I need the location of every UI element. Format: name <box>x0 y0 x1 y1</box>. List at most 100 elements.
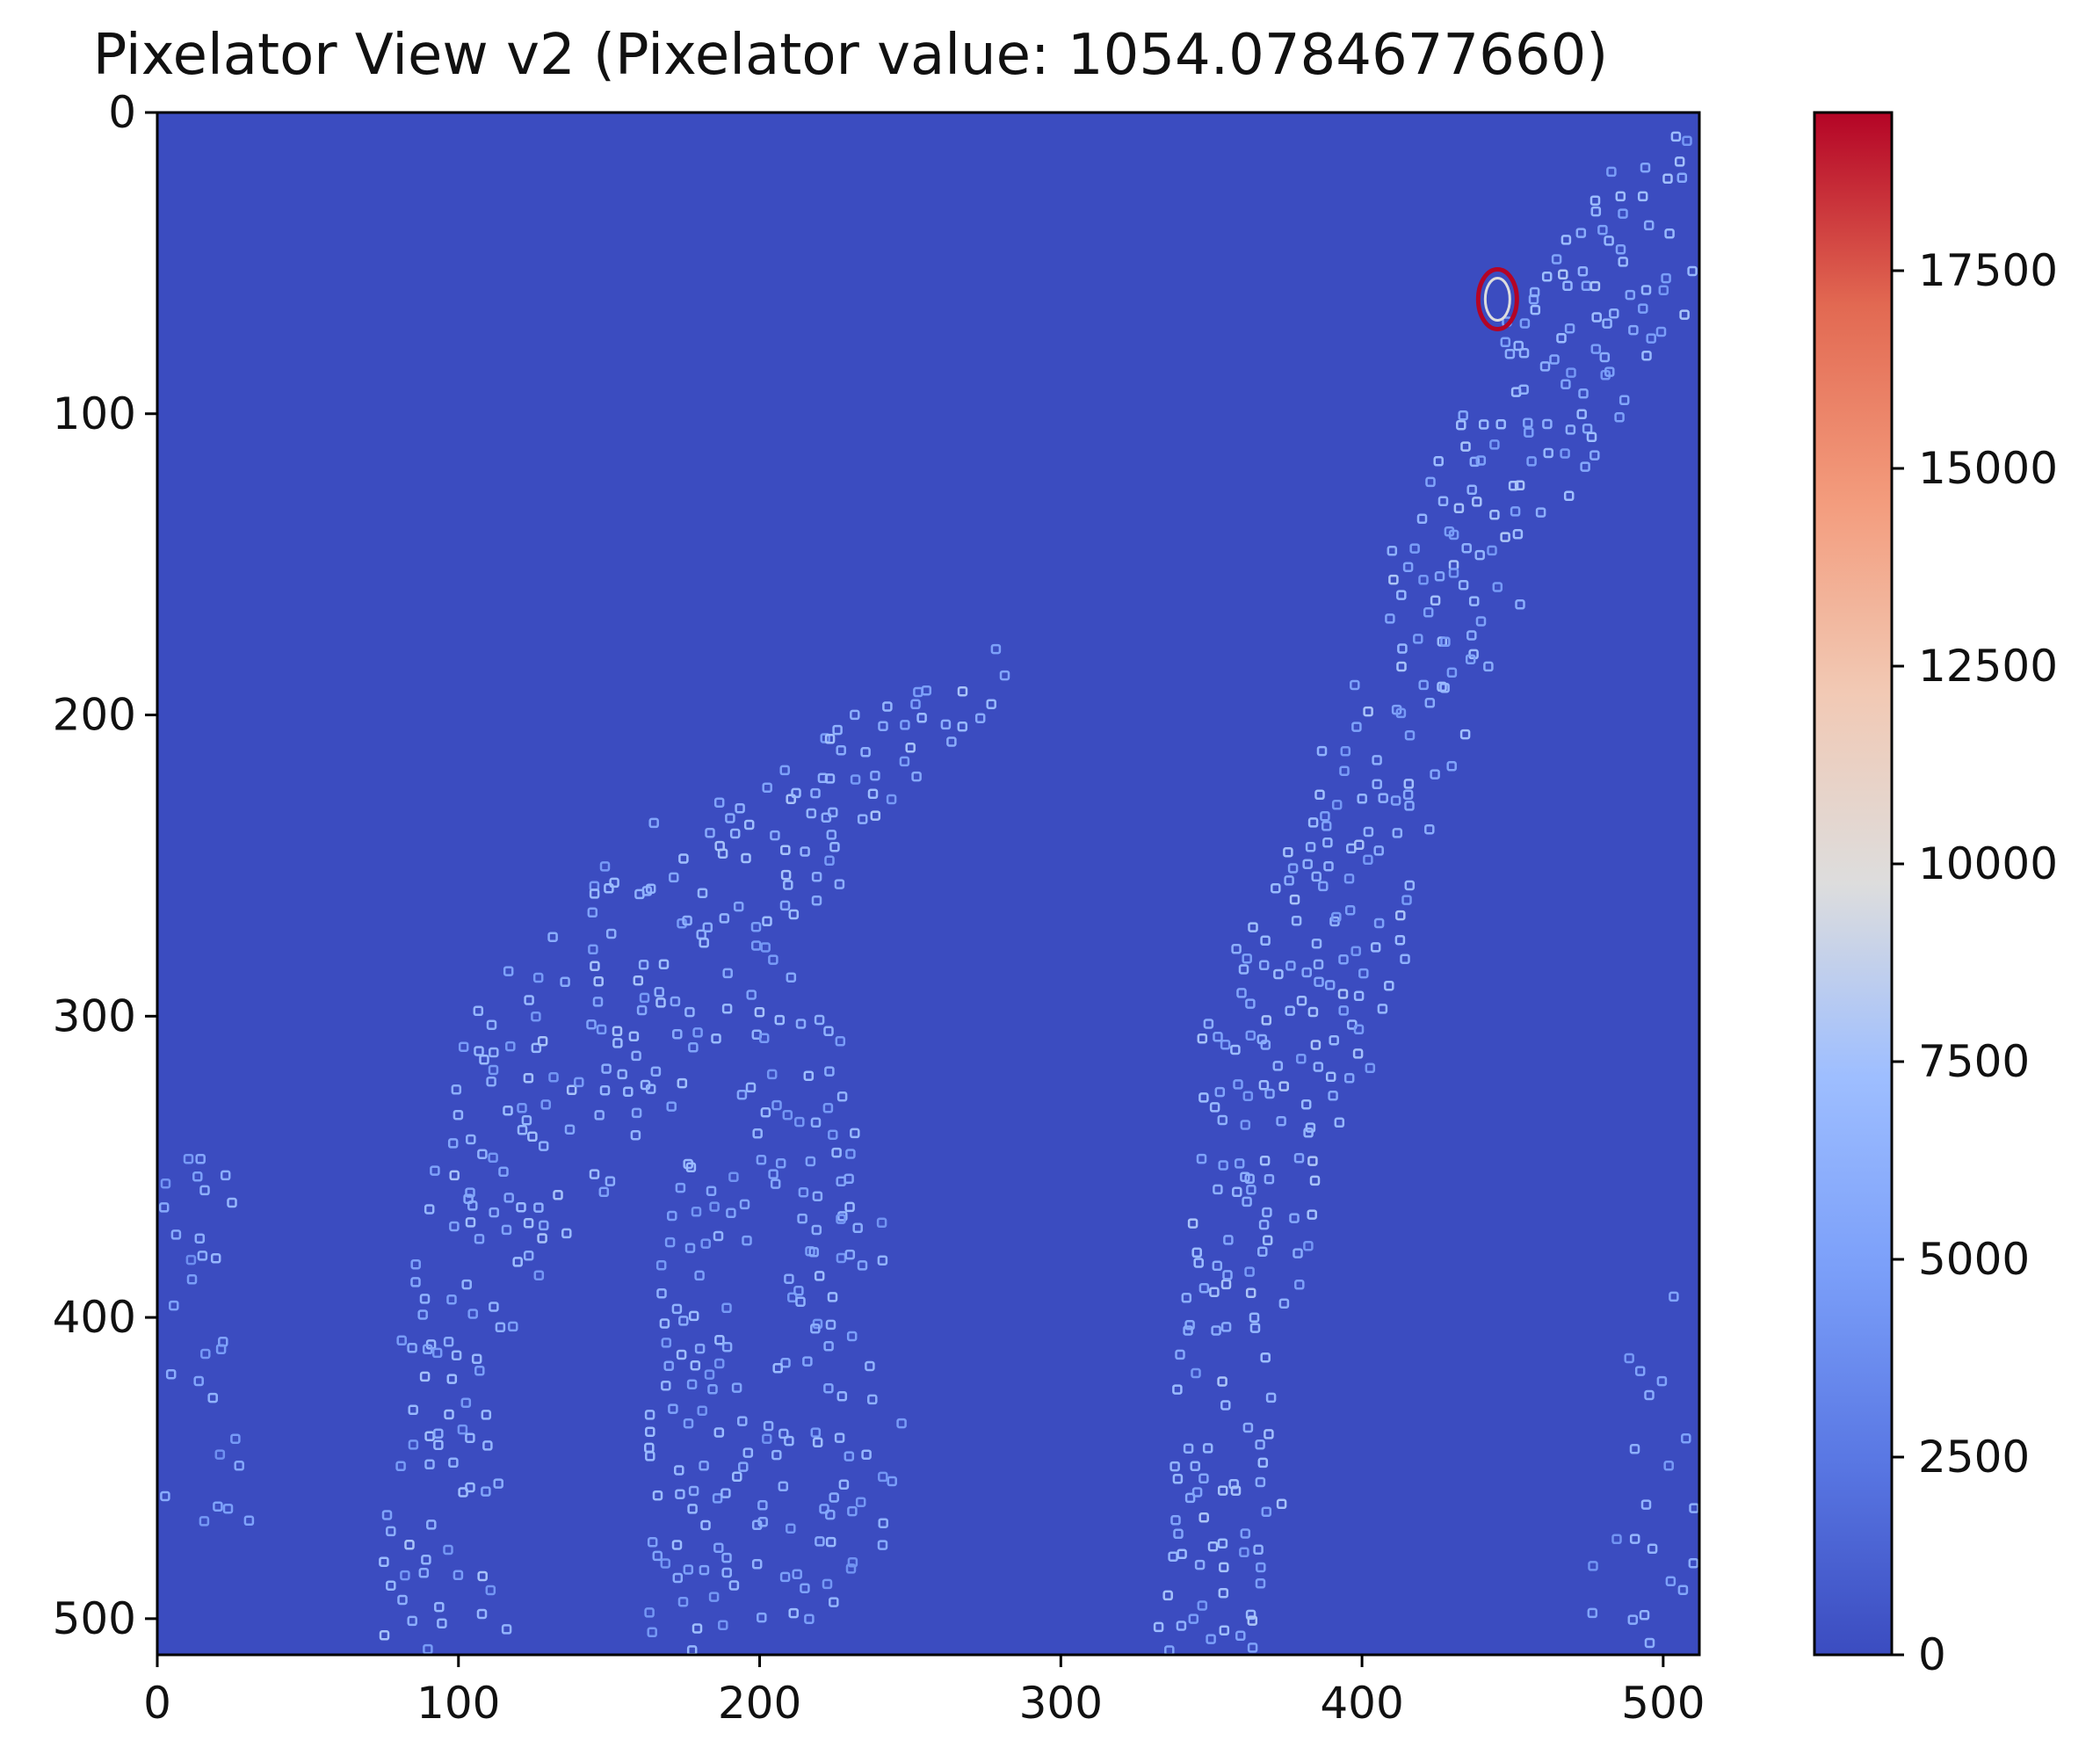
heatmap-cell <box>1641 350 1652 361</box>
heatmap-cell <box>599 861 611 872</box>
heatmap-cell <box>234 1461 244 1471</box>
heatmap-cell <box>957 685 968 697</box>
heatmap-cell <box>837 1211 848 1222</box>
heatmap-cell <box>1461 542 1472 554</box>
colorbar-tick-label: 17500 <box>1918 245 2058 296</box>
heatmap-cell <box>1343 874 1355 884</box>
heatmap-cell <box>1296 995 1307 1006</box>
heatmap-cell <box>1198 1473 1209 1484</box>
heatmap-cell <box>1599 352 1611 363</box>
heatmap-cell <box>1313 959 1324 970</box>
heatmap-cell <box>855 1497 866 1507</box>
heatmap-cell <box>639 992 650 1004</box>
heatmap-cell <box>1198 1512 1209 1523</box>
heatmap-cell <box>1262 1235 1273 1246</box>
heatmap-cell <box>465 1217 476 1228</box>
heatmap-cell <box>1508 480 1519 491</box>
heatmap-cell <box>1483 661 1494 672</box>
heatmap-cell <box>397 1594 408 1606</box>
heatmap-cell <box>524 995 534 1005</box>
heatmap-cell <box>564 1124 576 1135</box>
heatmap-cell <box>1656 1375 1668 1387</box>
heatmap-cell <box>655 1259 667 1271</box>
heatmap-cell <box>1560 448 1570 459</box>
heatmap-cell <box>1425 476 1436 488</box>
heatmap-cell <box>451 1084 462 1095</box>
heatmap-cell <box>1197 1033 1208 1044</box>
heatmap-cell <box>407 1343 417 1353</box>
heatmap-cell <box>1170 1515 1181 1526</box>
heatmap-cell <box>836 744 846 756</box>
heatmap-cell <box>645 1426 655 1437</box>
heatmap-cell <box>531 1011 541 1022</box>
heatmap-plot-area <box>156 111 1701 1657</box>
heatmap-cell <box>192 1171 203 1182</box>
heatmap-cell <box>1500 532 1510 542</box>
heatmap-cell <box>1214 1086 1226 1098</box>
heatmap-cell <box>1212 1260 1223 1272</box>
heatmap-cell <box>1350 679 1360 691</box>
heatmap-cell <box>825 1536 836 1548</box>
heatmap-cell <box>1615 244 1626 255</box>
heatmap-cell <box>471 1353 482 1365</box>
heatmap-cell <box>886 794 897 805</box>
heatmap-cell <box>1430 769 1440 780</box>
heatmap-cell <box>482 1440 493 1451</box>
heatmap-cell <box>739 1199 750 1210</box>
heatmap-cell <box>1283 846 1293 858</box>
heatmap-cell <box>1688 1557 1699 1569</box>
heatmap-cell <box>1643 220 1655 231</box>
heatmap-cell <box>590 961 600 972</box>
heatmap-cell <box>503 1105 513 1116</box>
heatmap-cell <box>745 1082 757 1093</box>
heatmap-cell <box>758 1033 770 1044</box>
heatmap-cell <box>423 1643 433 1655</box>
heatmap-cell <box>1561 235 1572 245</box>
heatmap-cell <box>1222 1270 1233 1280</box>
heatmap-cell <box>1235 1630 1246 1642</box>
heatmap-cell <box>457 1424 468 1435</box>
x-tick-label: 100 <box>416 1678 500 1729</box>
heatmap-cell <box>692 1027 703 1038</box>
heatmap-cell <box>1475 616 1487 627</box>
heatmap-cell <box>243 1515 255 1527</box>
heatmap-cell <box>1403 779 1415 789</box>
heatmap-cell <box>1661 272 1671 284</box>
heatmap-cell <box>449 1170 460 1181</box>
heatmap-cell <box>1240 1120 1251 1130</box>
heatmap-cell <box>1611 1534 1622 1545</box>
heatmap-cell <box>666 1101 677 1112</box>
heatmap-cell <box>396 1335 407 1346</box>
heatmap-cell <box>1535 507 1546 518</box>
heatmap-cell <box>779 900 791 911</box>
heatmap-cell <box>1236 988 1247 998</box>
heatmap-cell <box>193 1375 204 1387</box>
heatmap-cell <box>1390 795 1401 806</box>
heatmap-cell <box>867 1394 878 1405</box>
heatmap-cell <box>1169 1461 1180 1472</box>
heatmap-cell <box>1514 480 1525 491</box>
heatmap-cell <box>566 1084 577 1096</box>
heatmap-cell <box>1248 922 1258 932</box>
heatmap-cell <box>1173 1528 1184 1540</box>
heatmap-cell <box>165 1368 177 1380</box>
heatmap-cell <box>672 1028 683 1040</box>
heatmap-cell <box>1576 409 1587 420</box>
heatmap-cell <box>688 1042 699 1053</box>
heatmap-cell <box>1302 859 1313 869</box>
heatmap-cell <box>593 975 604 987</box>
heatmap-cell <box>222 1503 234 1514</box>
heatmap-cell <box>1551 254 1562 265</box>
heatmap-cell <box>1363 706 1373 717</box>
heatmap-cell <box>768 1169 778 1179</box>
heatmap-cell <box>828 807 838 818</box>
heatmap-cell <box>1676 172 1688 184</box>
heatmap-cell <box>1191 1487 1203 1498</box>
heatmap-cell <box>757 1612 767 1623</box>
heatmap-cell <box>1190 1461 1200 1472</box>
heatmap-cell <box>1242 953 1252 964</box>
heatmap-cell <box>1396 590 1407 600</box>
heatmap-cell <box>731 1382 742 1393</box>
heatmap-cell <box>650 1066 662 1077</box>
heatmap-cells <box>158 131 1699 1656</box>
